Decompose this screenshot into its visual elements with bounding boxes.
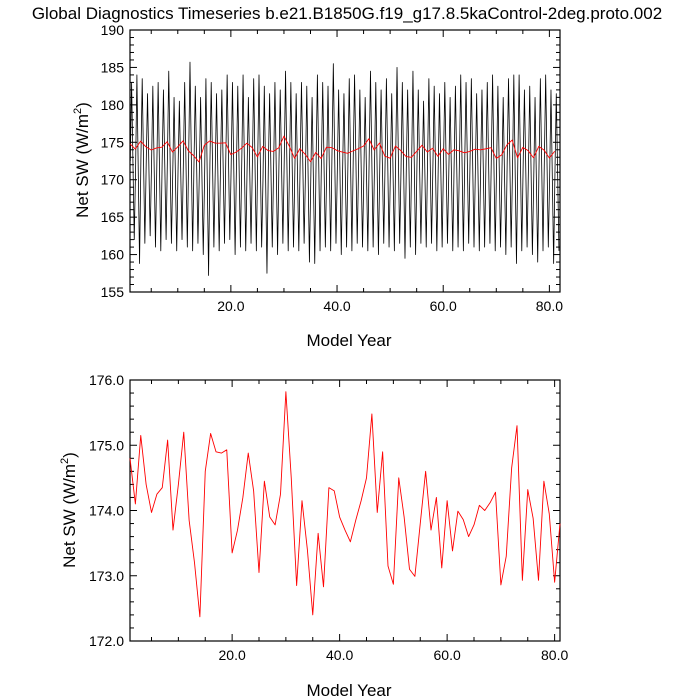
top-x-tick-label: 60.0: [430, 298, 457, 314]
top-y-tick-label: 170: [101, 172, 125, 188]
top-plot-frame: [129, 29, 561, 293]
top-annual-series-line: [129, 135, 556, 163]
top-panel: 20.0 40.0 60.0 80.0 155 160 165 170 175 180 185 190…: [72, 22, 563, 350]
top-tick-labels: 20.0 40.0 60.0 80.0 155 160 165 170 175 180 185 190: [101, 22, 564, 314]
bottom-plot-lines: [129, 391, 561, 618]
top-y-tick-label: 190: [101, 22, 125, 38]
bottom-y-tick-label: 174.0: [89, 503, 124, 519]
bottom-y-tick-label: 172.0: [89, 633, 124, 649]
top-y-tick-label: 155: [101, 284, 125, 300]
bottom-y-tick-label: 176.0: [89, 372, 124, 388]
top-monthly-series-line: [129, 61, 560, 276]
bottom-x-tick-label: 20.0: [219, 647, 246, 663]
bottom-annual-series-line: [129, 391, 561, 618]
bottom-y-axis-title: Net SW (W/m2): [59, 452, 79, 568]
top-x-tick-label: 80.0: [536, 298, 563, 314]
bottom-axes: [129, 379, 561, 642]
top-y-axis-title: Net SW (W/m2): [72, 102, 92, 218]
bottom-y-tick-label: 175.0: [89, 437, 124, 453]
page-title: Global Diagnostics Timeseries b.e21.B185…: [32, 4, 662, 23]
top-y-tick-label: 175: [101, 134, 125, 150]
bottom-tick-labels: 20.0 40.0 60.0 80.0 172.0 173.0 174.0 175.0 176.…: [89, 372, 569, 663]
bottom-panel: 20.0 40.0 60.0 80.0 172.0 173.0 174.0 175.0 176.…: [59, 372, 568, 700]
bottom-plot-frame: [129, 379, 561, 642]
top-x-axis-title: Model Year: [306, 331, 391, 350]
bottom-x-tick-label: 60.0: [434, 647, 461, 663]
top-plot-lines: [129, 61, 560, 276]
top-x-tick-label: 20.0: [217, 298, 244, 314]
bottom-x-tick-label: 40.0: [326, 647, 353, 663]
top-y-tick-label: 180: [101, 97, 125, 113]
bottom-y-tick-label: 173.0: [89, 568, 124, 584]
top-x-tick-label: 40.0: [323, 298, 350, 314]
top-y-tick-label: 165: [101, 209, 125, 225]
bottom-x-axis-title: Model Year: [306, 681, 391, 700]
top-y-tick-label: 160: [101, 247, 125, 263]
bottom-x-tick-label: 80.0: [541, 647, 568, 663]
top-y-tick-label: 185: [101, 59, 125, 75]
